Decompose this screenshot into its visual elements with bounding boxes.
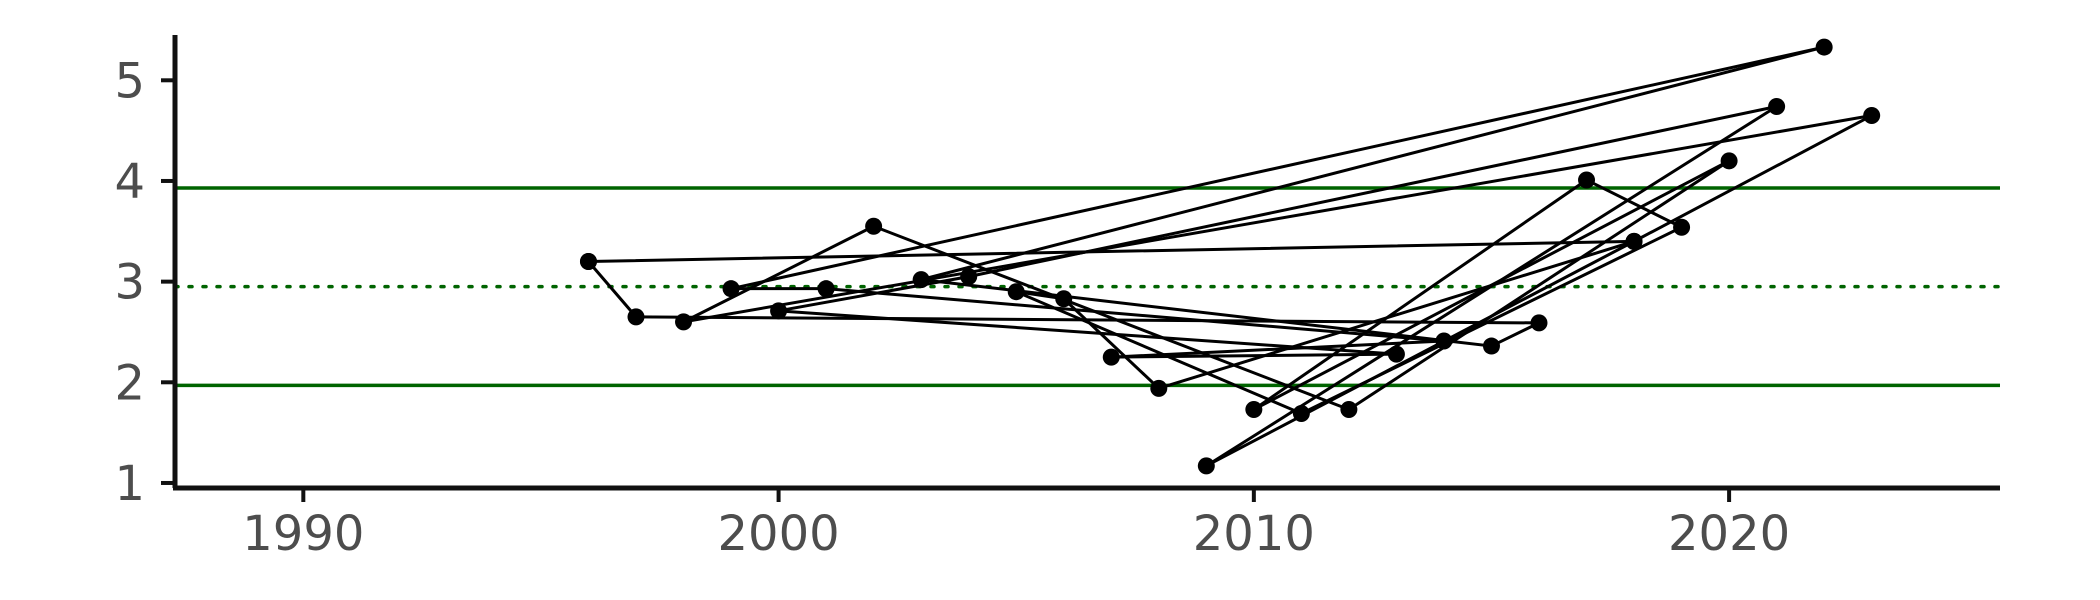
series-line-segment: [1299, 225, 1684, 416]
data-point: [1530, 314, 1548, 332]
series-layer: [586, 45, 1874, 468]
data-point: [1245, 400, 1263, 418]
data-point: [1768, 97, 1786, 115]
data-point: [1197, 457, 1215, 475]
series-line-segment: [1489, 321, 1541, 348]
series-line-segment: [1585, 178, 1684, 229]
series-line-segment: [729, 45, 1826, 291]
data-point: [1625, 232, 1643, 250]
axes: [161, 35, 2000, 502]
x-tick-label: 1990: [242, 506, 364, 562]
x-tick-label: 2020: [1668, 506, 1790, 562]
data-point: [1055, 290, 1073, 308]
data-point: [960, 268, 978, 286]
data-point: [1482, 337, 1500, 355]
series-line-segment: [777, 309, 1398, 356]
data-point: [1578, 171, 1596, 189]
series-line-segment: [1252, 178, 1589, 411]
data-point: [865, 217, 883, 235]
data-point: [912, 271, 930, 289]
series-line-segment: [1109, 352, 1398, 359]
series-line-segment: [1157, 239, 1636, 390]
series-line-segment: [1014, 290, 1303, 416]
x-tick-label: 2010: [1193, 506, 1315, 562]
data-point: [1863, 107, 1881, 125]
y-tick-label: 4: [114, 154, 145, 210]
series-line-segment: [1632, 114, 1874, 243]
data-point: [1007, 283, 1025, 301]
series-line-segment: [682, 224, 876, 324]
data-points: [579, 38, 1881, 475]
series-line-segment: [872, 224, 1351, 411]
y-tick-label: 5: [114, 53, 145, 109]
data-point: [1292, 405, 1310, 423]
series-line-segment: [777, 275, 971, 313]
reference-lines: [173, 186, 2002, 388]
data-point: [675, 313, 693, 331]
data-point: [1102, 348, 1120, 366]
data-point: [627, 308, 645, 326]
data-point: [817, 280, 835, 298]
data-point: [722, 280, 740, 298]
data-point: [1387, 345, 1405, 363]
data-point: [1673, 218, 1691, 236]
data-point: [1720, 152, 1738, 170]
y-tick-label: 3: [114, 255, 145, 311]
data-point: [1435, 332, 1453, 350]
series-line-segment: [586, 260, 638, 319]
y-tick-label: 1: [114, 456, 145, 512]
series-line-segment: [1062, 297, 1161, 390]
tick-labels: 1 2 3 4 5 1990 2000 2010 2020: [114, 53, 1790, 562]
series-line-segment: [1204, 239, 1636, 468]
data-point: [579, 253, 597, 270]
data-point: [770, 302, 788, 320]
data-point: [1150, 379, 1168, 397]
y-tick-label: 2: [114, 355, 145, 411]
x-tick-label: 2000: [718, 506, 840, 562]
series-line-segment: [586, 239, 1636, 263]
series-line-segment: [682, 114, 1874, 324]
data-point: [1340, 400, 1358, 418]
data-point: [1815, 38, 1833, 56]
series-line-segment: [1347, 159, 1731, 411]
series-line-segment: [919, 45, 1826, 282]
series-line-segment: [824, 287, 1446, 343]
